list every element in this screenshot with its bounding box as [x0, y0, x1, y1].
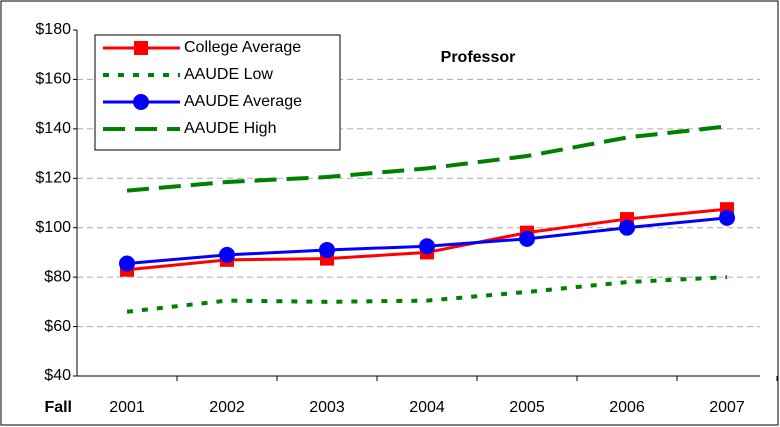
marker: [133, 94, 149, 110]
x-tick-label: 2007: [709, 399, 745, 416]
marker: [134, 41, 148, 55]
x-tick-label: 2004: [409, 399, 445, 416]
marker: [319, 241, 335, 258]
y-tick-label: $140: [35, 120, 71, 137]
marker: [719, 209, 735, 226]
legend-label: AAUDE Average: [184, 93, 302, 110]
legend-label: AAUDE Low: [184, 66, 273, 83]
legend-label: College Average: [184, 39, 301, 56]
y-tick-label: $60: [44, 318, 71, 335]
y-tick-label: $80: [44, 268, 71, 285]
series-line: [126, 275, 728, 314]
x-tick-label: 2002: [209, 399, 245, 416]
y-tick-label: $40: [44, 367, 71, 384]
marker: [619, 219, 635, 236]
marker: [519, 230, 535, 247]
legend: College Average AAUDE Low AAUDE Average AAU…: [94, 34, 341, 151]
series-line: [126, 124, 728, 193]
y-tick-label: $160: [35, 71, 71, 88]
y-tick-label: $120: [35, 170, 71, 187]
x-tick-label: 2005: [509, 399, 545, 416]
x-axis-label: Fall: [44, 399, 72, 416]
chart-title: Professor: [441, 49, 516, 66]
y-tick-label: $180: [35, 21, 71, 38]
x-tick-label: 2001: [109, 399, 145, 416]
legend-label: AAUDE High: [184, 120, 276, 137]
x-tick-label: 2003: [309, 399, 345, 416]
marker: [119, 255, 135, 272]
y-tick-label: $100: [35, 219, 71, 236]
x-tick-label: 2006: [609, 399, 645, 416]
marker: [419, 238, 435, 255]
marker: [219, 246, 235, 263]
